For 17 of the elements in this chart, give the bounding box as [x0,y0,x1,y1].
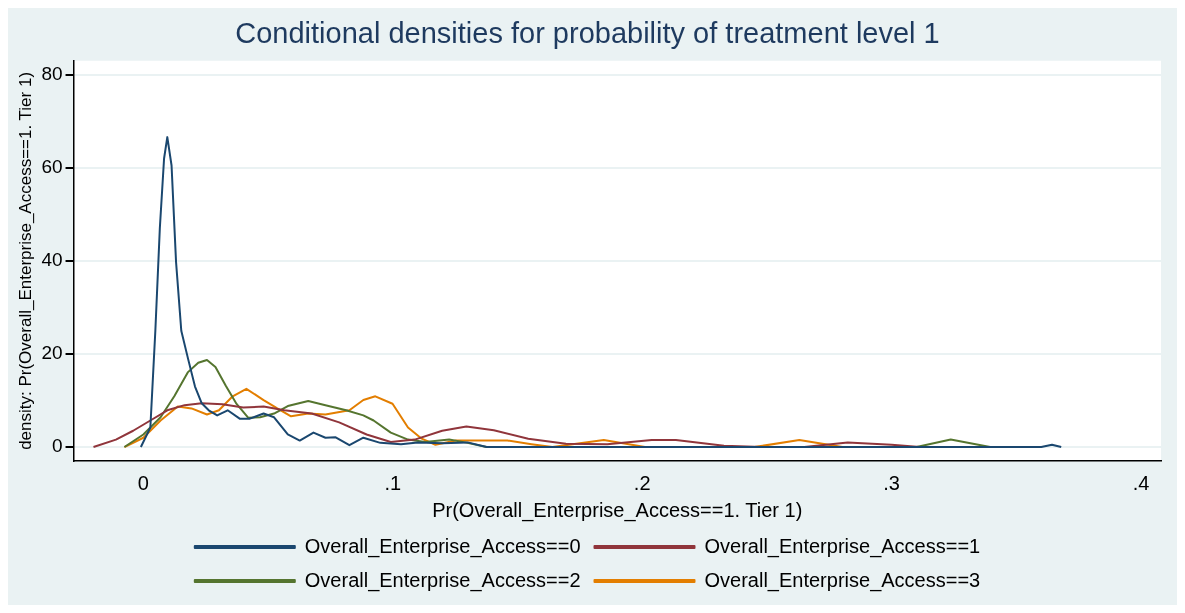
legend-label: Overall_Enterprise_Access==2 [304,568,581,592]
chart-title: Conditional densities for probability of treatment level 1 [235,17,940,50]
x-tick-label: 0 [137,471,149,494]
x-axis-title: Pr(Overall_Enterprise_Access==1. Tier 1) [432,498,803,522]
x-tick-label: .4 [1132,471,1150,494]
y-axis-title: density: Pr(Overall_Enterprise_Access==1. Tier 1) [15,71,35,450]
x-tick-label: .1 [384,471,402,494]
legend-label: Overall_Enterprise_Access==1 [704,534,981,558]
y-tick-label: 60 [41,156,63,178]
y-tick-label: 80 [41,62,63,84]
x-tick-label: .2 [633,471,651,494]
x-tick-label: .3 [883,471,900,494]
legend-label: Overall_Enterprise_Access==3 [704,568,981,592]
legend-label: Overall_Enterprise_Access==0 [304,534,581,558]
y-tick-label: 20 [41,342,63,364]
y-tick-label: 40 [41,249,63,271]
y-tick-label: 0 [51,435,63,457]
